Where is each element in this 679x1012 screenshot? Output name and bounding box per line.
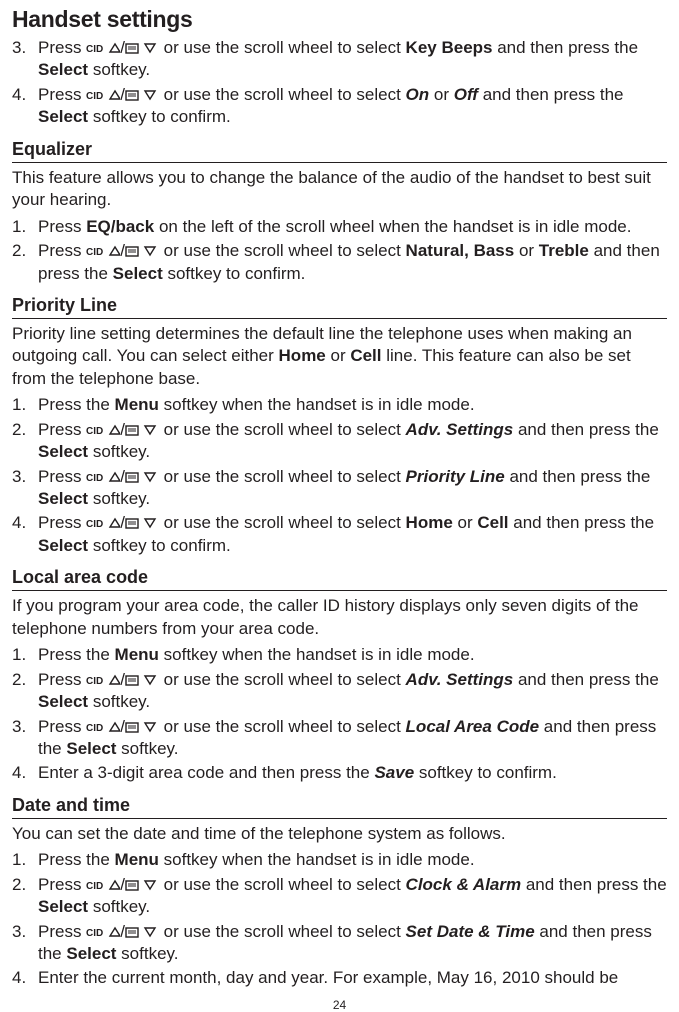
date-time-steps: 1. Press the Menu softkey when the hands… xyxy=(12,849,667,990)
step-item: 3. Press / or use the scroll wheel to se… xyxy=(38,921,667,966)
local-area-code-steps: 1. Press the Menu softkey when the hands… xyxy=(12,644,667,785)
date-time-intro: You can set the date and time of the tel… xyxy=(12,823,667,845)
equalizer-steps: 1. Press EQ/back on the left of the scro… xyxy=(12,216,667,285)
step-item: 1. Press the Menu softkey when the hands… xyxy=(38,644,667,666)
dir-down-icon xyxy=(125,470,159,484)
step-item: 1. Press EQ/back on the left of the scro… xyxy=(38,216,667,238)
step-item: 3. Press / or use the scroll wheel to se… xyxy=(38,716,667,761)
dir-down-icon xyxy=(125,720,159,734)
dir-down-icon xyxy=(125,516,159,530)
dir-down-icon xyxy=(125,423,159,437)
cid-up-icon xyxy=(86,673,120,687)
section-title-handset: Handset settings xyxy=(12,6,667,33)
dir-down-icon xyxy=(125,88,159,102)
section-title-equalizer: Equalizer xyxy=(12,139,667,163)
dir-down-icon xyxy=(125,878,159,892)
cid-up-icon xyxy=(86,516,120,530)
priority-line-intro: Priority line setting determines the def… xyxy=(12,323,667,390)
section-title-local-area-code: Local area code xyxy=(12,567,667,591)
cid-up-icon xyxy=(86,423,120,437)
step-item: 4. Press / or use the scroll wheel to se… xyxy=(38,512,667,557)
cid-up-icon xyxy=(86,720,120,734)
page-number: 24 xyxy=(12,998,667,1012)
step-item: 4. Enter a 3-digit area code and then pr… xyxy=(38,762,667,784)
local-area-code-intro: If you program your area code, the calle… xyxy=(12,595,667,640)
step-item: 1. Press the Menu softkey when the hands… xyxy=(38,394,667,416)
cid-up-icon xyxy=(86,88,120,102)
cid-up-icon xyxy=(86,925,120,939)
section-title-date-time: Date and time xyxy=(12,795,667,819)
step-item: 2. Press / or use the scroll wheel to se… xyxy=(38,669,667,714)
dir-down-icon xyxy=(125,673,159,687)
step-item: 1. Press the Menu softkey when the hands… xyxy=(38,849,667,871)
handset-steps: 3. Press / or use the scroll wheel to se… xyxy=(12,37,667,129)
dir-down-icon xyxy=(125,925,159,939)
step-item: 4. Enter the current month, day and year… xyxy=(38,967,667,989)
dir-down-icon xyxy=(125,244,159,258)
manual-page: Handset settings 3. Press / or use the s… xyxy=(0,0,679,1012)
dir-down-icon xyxy=(125,41,159,55)
step-item: 2. Press / or use the scroll wheel to se… xyxy=(38,240,667,285)
step-item: 3. Press / or use the scroll wheel to se… xyxy=(38,37,667,82)
priority-line-steps: 1. Press the Menu softkey when the hands… xyxy=(12,394,667,557)
cid-up-icon xyxy=(86,244,120,258)
step-item: 4. Press / or use the scroll wheel to se… xyxy=(38,84,667,129)
step-item: 2. Press / or use the scroll wheel to se… xyxy=(38,419,667,464)
step-item: 3. Press / or use the scroll wheel to se… xyxy=(38,466,667,511)
cid-up-icon xyxy=(86,878,120,892)
cid-up-icon xyxy=(86,41,120,55)
step-item: 2. Press / or use the scroll wheel to se… xyxy=(38,874,667,919)
section-title-priority-line: Priority Line xyxy=(12,295,667,319)
equalizer-intro: This feature allows you to change the ba… xyxy=(12,167,667,212)
cid-up-icon xyxy=(86,470,120,484)
